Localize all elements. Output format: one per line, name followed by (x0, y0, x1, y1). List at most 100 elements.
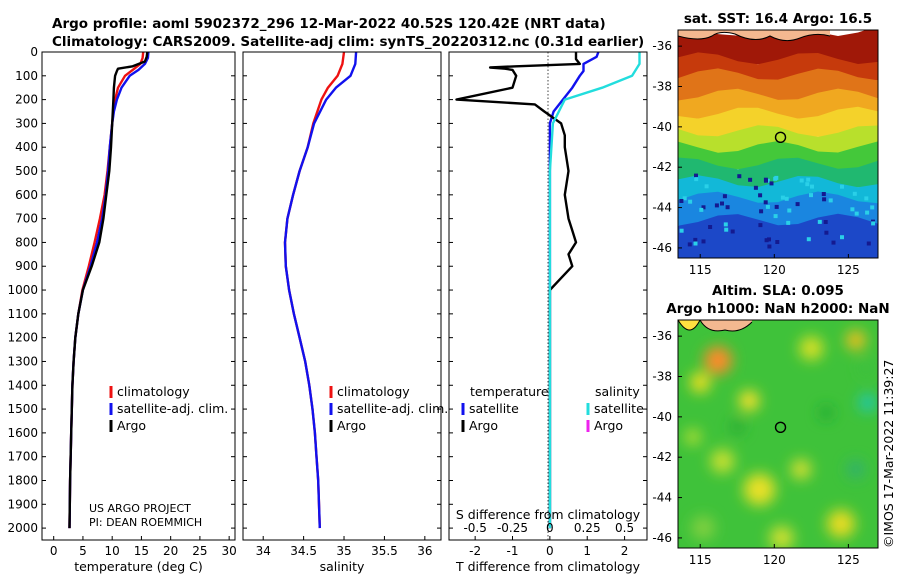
sst-pixel (767, 244, 772, 249)
temperature-xlabel: temperature (deg C) (74, 559, 203, 574)
legend-satellite-label: satellite-adj. clim. (117, 401, 228, 416)
sst-band (678, 106, 878, 137)
y-tick-label: 200 (15, 93, 38, 107)
map-lon-label: 125 (837, 263, 860, 277)
imos-timestamp: ©IMOS 17-Mar-2022 11:39:27 (881, 360, 896, 548)
temperature-axes-box (41, 51, 236, 541)
sst-pixel (787, 208, 792, 213)
sst-pixel (767, 237, 771, 242)
y-tick-label: 1200 (7, 331, 38, 345)
sla-blob (684, 429, 701, 445)
s-tick-label: -0.25 (497, 521, 528, 535)
sst-pixel (763, 177, 768, 182)
legend-climatology-label: climatology (117, 384, 190, 399)
coastline (678, 320, 701, 331)
sst-pixel (708, 225, 713, 229)
sst-pixel (764, 238, 769, 243)
sla-blob (819, 405, 834, 420)
sst-pixel (758, 223, 763, 228)
coastline (699, 320, 753, 332)
sst-map-frame (677, 29, 879, 259)
y-tick-label: 1400 (7, 378, 38, 392)
s-tick-label: 0.25 (574, 521, 601, 535)
sst-pixel (870, 205, 875, 210)
legend-satellite-label: satellite-adj. clim. (337, 401, 448, 416)
y-tick-label: 1700 (7, 450, 38, 464)
salinity-xlabel: salinity (320, 559, 365, 574)
credit-text: US ARGO PROJECT (89, 502, 191, 515)
y-tick-label: 1500 (7, 402, 38, 416)
legend-climatology-label: climatology (337, 384, 410, 399)
sla-map: Altim. SLA: 0.095 Argo h1000: NaN h2000:… (652, 283, 889, 567)
map-lat-label: -46 (652, 241, 672, 255)
y-tick-label: 1000 (7, 283, 38, 297)
sla-blob (846, 460, 865, 479)
sst-pixel (748, 177, 753, 182)
sst-pixel (679, 199, 684, 203)
sst-pixel (694, 173, 698, 178)
sst-pixel (724, 227, 729, 232)
sla-blob (691, 515, 716, 540)
sst-pixel-noise (679, 173, 876, 249)
temperature-legend: climatology satellite-adj. clim. Argo (109, 384, 228, 433)
x-tick-label: 25 (192, 544, 207, 558)
sst-pixel (730, 229, 735, 234)
y-tick-label: 2000 (7, 521, 38, 535)
x-tick-label: 15 (134, 544, 149, 558)
sla-blob (704, 346, 732, 375)
x-tick-label: 20 (163, 544, 178, 558)
y-tick-label: 1800 (7, 473, 38, 487)
map-lat-label: -40 (652, 410, 672, 424)
map-lat-label: -42 (652, 450, 672, 464)
sst-pixel (694, 177, 699, 182)
sst-pixel (693, 241, 698, 246)
y-tick-label: 800 (15, 235, 38, 249)
sst-pixel (682, 196, 687, 201)
map-lon-label: 120 (763, 263, 786, 277)
sst-map-title: sat. SST: 16.4 Argo: 16.5 (684, 11, 872, 27)
y-tick-label: 1100 (7, 307, 38, 321)
sst-pixel (809, 193, 813, 198)
sst-band (678, 141, 878, 170)
sla-map-subtitle: Argo h1000: NaN h2000: NaN (666, 301, 889, 317)
map-lat-label: -44 (652, 201, 672, 215)
sst-pixel (723, 222, 728, 227)
sst-pixel (701, 205, 706, 210)
sst-pixel (831, 240, 836, 245)
y-tick-label: 1900 (7, 497, 38, 511)
sla-blob (769, 525, 794, 548)
y-tick-label: 1600 (7, 426, 38, 440)
difference-panel: -2 -1 0 1 2 -0.5 -0.25 0 0.25 0.5 T difference fr… (448, 51, 648, 574)
sst-pixel (722, 194, 727, 199)
y-tick-label: 400 (15, 140, 38, 154)
sla-blob (827, 509, 855, 538)
difference-xlabel: T difference from climatology (455, 559, 641, 574)
difference-legend: temperature salinity satellite Argo sate… (461, 384, 644, 433)
map-lat-label: -44 (652, 491, 672, 505)
series-line-t-argo (455, 52, 581, 529)
y-tick-label: 900 (15, 259, 38, 273)
sst-pixel (758, 193, 763, 198)
x-tick-label: 10 (105, 544, 120, 558)
series-line-satellite-adj-clim- (283, 51, 358, 529)
salinity-legend: climatology satellite-adj. clim. Argo (329, 384, 448, 433)
salinity-axes-box (242, 51, 442, 541)
y-tick-label: 500 (15, 164, 38, 178)
series-line-t-satellite (548, 51, 600, 529)
map-lat-label: -38 (652, 79, 672, 93)
map-lon-label: 120 (763, 553, 786, 567)
sla-blob (743, 473, 776, 506)
legend-t-satellite-label: satellite (469, 401, 519, 416)
sst-band (678, 213, 878, 258)
sst-pixel (699, 207, 704, 212)
map-lat-label: -40 (652, 120, 672, 134)
map-lat-label: -36 (652, 329, 672, 343)
sst-pixel (714, 203, 719, 208)
sst-pixel (693, 237, 698, 242)
sst-pixel (765, 204, 770, 209)
sla-map-frame (677, 319, 879, 549)
x-tick-label: -2 (469, 544, 481, 558)
sst-pixel (704, 184, 709, 189)
